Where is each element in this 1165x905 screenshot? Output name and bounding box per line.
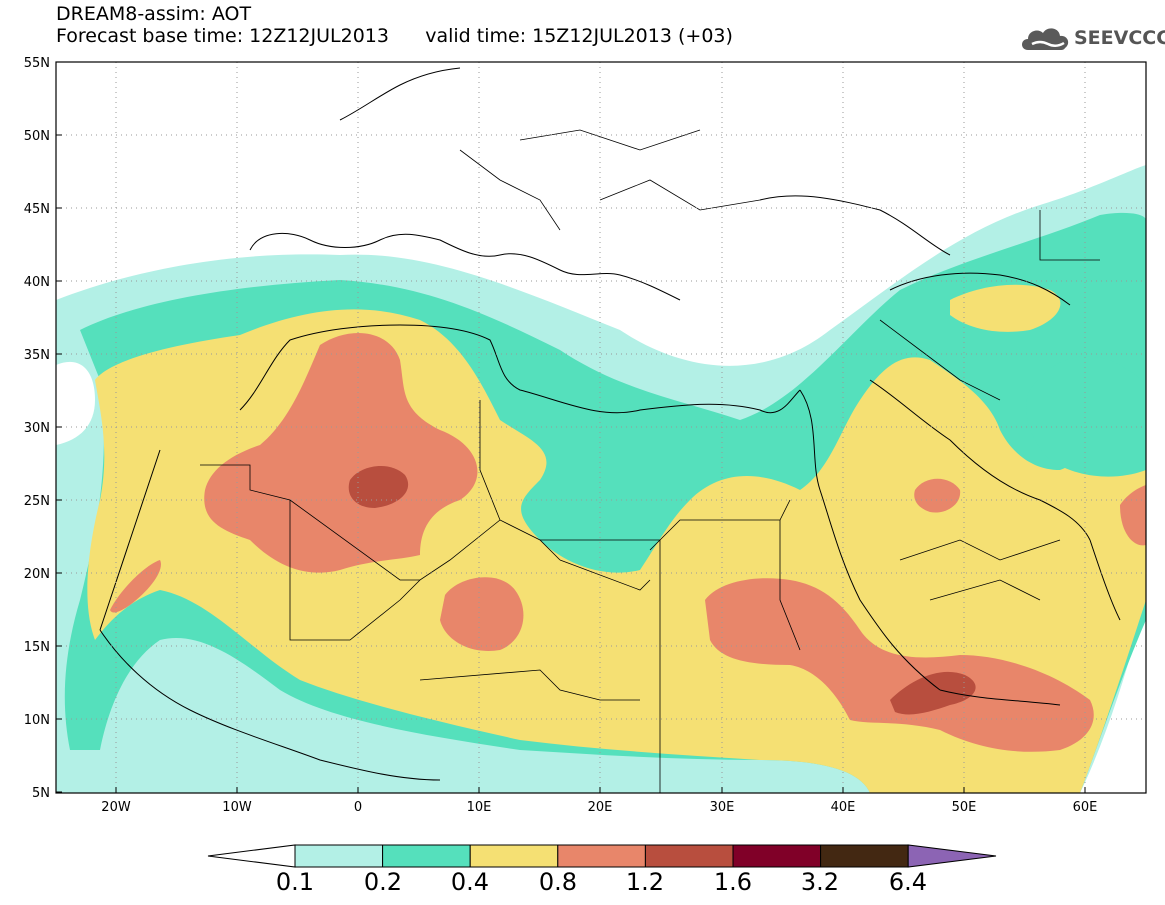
colorbar-swatch — [820, 844, 909, 868]
lat-tick-label: 10N — [24, 713, 50, 728]
colorbar-label: 0.4 — [450, 868, 490, 896]
graticule — [56, 62, 1146, 793]
colorbar-swatch — [294, 844, 384, 868]
valid-time: valid time: 15Z12JUL2013 (+03) — [425, 25, 733, 47]
lat-tick-label: 15N — [24, 640, 50, 655]
colorbar-label: 1.2 — [625, 868, 665, 896]
colorbar-extend-high — [907, 844, 997, 868]
map-area — [56, 62, 1146, 793]
lat-tick-label: 45N — [24, 202, 50, 217]
aot-clear-area-west — [56, 361, 95, 445]
colorbar-swatch — [382, 844, 471, 868]
lat-tick-label: 40N — [24, 275, 50, 290]
lon-tick-label: 40E — [831, 800, 856, 815]
aot-contour-0.8-saudi — [914, 478, 961, 513]
colorbar-label: 6.4 — [888, 868, 928, 896]
country-borders — [200, 129, 1100, 793]
lat-tick-label: 25N — [24, 494, 50, 509]
aot-contour-1.2-sahara — [348, 465, 409, 508]
lon-tick-label: 50E — [952, 800, 977, 815]
lon-tick-label: 10E — [467, 800, 492, 815]
lon-tick-label: 10W — [222, 800, 252, 815]
aot-contour-0.8-sudan — [705, 578, 1094, 752]
colorbar-label: 3.2 — [800, 868, 840, 896]
logo-text: SEEVCCC — [1074, 27, 1165, 49]
cloud-logo-icon — [1022, 28, 1069, 50]
colorbar-label: 0.2 — [363, 868, 403, 896]
colorbar-extend-low — [207, 844, 296, 868]
lat-tick-label: 35N — [24, 348, 50, 363]
colorbar-label: 1.6 — [713, 868, 753, 896]
lat-tick-label: 5N — [32, 786, 50, 801]
lon-tick-label: 60E — [1073, 800, 1098, 815]
colorbar-swatch — [644, 844, 734, 868]
lat-axis: 55N 50N 45N 40N 35N 30N 25N 20N 15N 10N … — [24, 56, 62, 801]
lon-tick-label: 30E — [710, 800, 735, 815]
base-time: Forecast base time: 12Z12JUL2013 — [56, 25, 389, 47]
lon-tick-label: 20W — [101, 800, 131, 815]
colorbar — [207, 844, 997, 868]
lat-tick-label: 30N — [24, 421, 50, 436]
seevccc-logo: SEEVCCC — [1018, 22, 1165, 56]
colorbar-swatch — [557, 844, 646, 868]
aot-contour-0.4-caspian — [950, 284, 1061, 332]
aot-contour-0.8-coast — [110, 560, 161, 613]
colorbar-swatch — [732, 844, 822, 868]
aot-contour-0.2-gulf — [1026, 356, 1146, 477]
lat-tick-label: 20N — [24, 567, 50, 582]
aot-contour-1.2-aden — [890, 671, 976, 715]
lat-tick-label: 55N — [24, 56, 50, 71]
lat-tick-label: 50N — [24, 129, 50, 144]
colorbar-swatch — [469, 844, 559, 868]
colorbar-label: 0.1 — [275, 868, 315, 896]
colorbar-label: 0.8 — [538, 868, 578, 896]
aot-contour-0.8-chad — [440, 577, 524, 651]
lon-tick-label: 0 — [354, 800, 362, 815]
chart-title: DREAM8-assim: AOT — [56, 3, 252, 25]
chart-subtitle: Forecast base time: 12Z12JUL2013 valid t… — [56, 26, 733, 46]
aot-contour-0.8-sahara — [204, 333, 478, 573]
coastlines — [99, 67, 1121, 781]
lon-axis: 20W 10W 0 10E 20E 30E 40E 50E 60E — [101, 787, 1097, 815]
lon-tick-label: 20E — [588, 800, 613, 815]
